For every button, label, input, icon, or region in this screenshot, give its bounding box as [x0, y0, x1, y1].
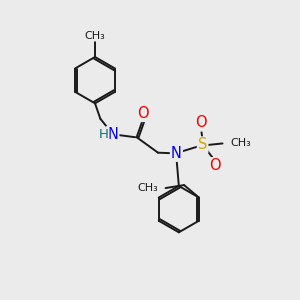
Text: S: S: [198, 137, 207, 152]
Text: O: O: [137, 106, 149, 121]
Text: O: O: [210, 158, 221, 173]
Text: O: O: [195, 116, 207, 130]
Text: CH₃: CH₃: [138, 183, 158, 193]
Text: CH₃: CH₃: [230, 139, 251, 148]
Text: CH₃: CH₃: [85, 31, 105, 40]
Text: N: N: [171, 146, 182, 161]
Text: N: N: [107, 127, 118, 142]
Text: H: H: [98, 128, 108, 141]
